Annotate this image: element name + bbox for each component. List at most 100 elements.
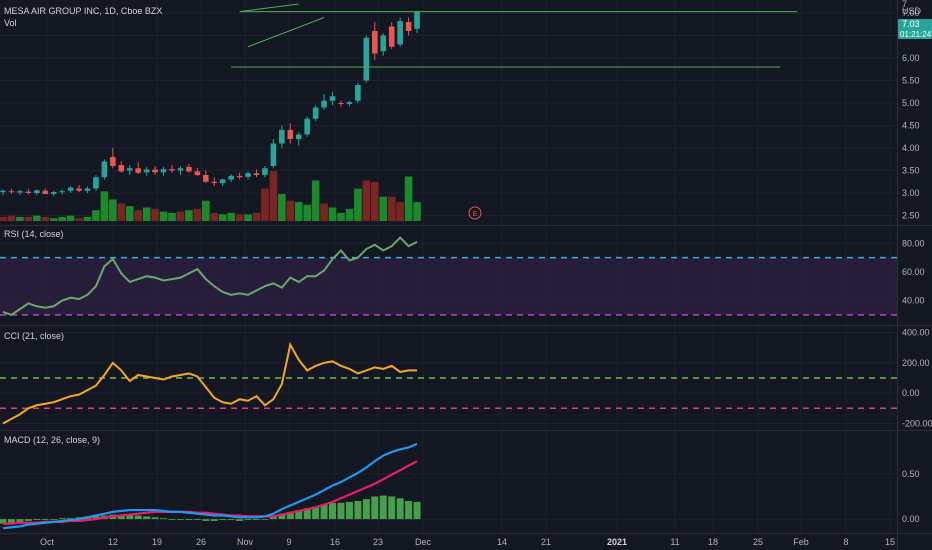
price-pane[interactable] (0, 3, 798, 222)
candle[interactable] (355, 85, 361, 101)
candle[interactable] (169, 169, 175, 171)
candle[interactable] (372, 31, 378, 54)
candle[interactable] (0, 190, 6, 193)
candle[interactable] (262, 168, 268, 175)
candle[interactable] (110, 157, 116, 166)
macd-histogram-bar[interactable] (41, 519, 49, 521)
volume-bar[interactable] (387, 196, 396, 221)
volume-bar[interactable] (286, 200, 295, 221)
macd-histogram-bar[interactable] (396, 498, 404, 520)
volume-bar[interactable] (109, 199, 117, 221)
volume-bar[interactable] (227, 212, 235, 221)
volume-bar[interactable] (75, 218, 83, 221)
macd-histogram-bar[interactable] (354, 500, 362, 520)
macd-histogram-bar[interactable] (117, 514, 125, 520)
volume-bar[interactable] (278, 194, 286, 221)
candle[interactable] (186, 166, 192, 172)
macd-histogram-bar[interactable] (202, 519, 210, 521)
macd-histogram-bar[interactable] (371, 496, 379, 520)
macd-histogram-bar[interactable] (33, 519, 41, 521)
candle[interactable] (397, 21, 403, 45)
volume-bar[interactable] (168, 212, 176, 221)
earnings-marker-icon[interactable] (468, 206, 482, 220)
candle[interactable] (126, 168, 133, 171)
macd-histogram-bar[interactable] (143, 516, 151, 520)
candle[interactable] (59, 191, 65, 193)
volume-bar[interactable] (33, 215, 41, 221)
macd-histogram-bar[interactable] (7, 519, 15, 523)
volume-bar[interactable] (83, 216, 92, 221)
candle[interactable] (329, 96, 336, 101)
candle[interactable] (287, 130, 294, 139)
trend-line[interactable] (239, 3, 299, 13)
macd-histogram-bar[interactable] (151, 517, 159, 520)
volume-bar[interactable] (7, 215, 16, 221)
macd-histogram-bar[interactable] (50, 519, 58, 520)
macd-histogram-bar[interactable] (227, 519, 235, 521)
macd-histogram-bar[interactable] (329, 502, 337, 520)
macd-histogram-bar[interactable] (278, 513, 286, 520)
volume-bar[interactable] (337, 212, 345, 221)
macd-histogram-bar[interactable] (185, 519, 193, 521)
macd-histogram-bar[interactable] (134, 515, 142, 520)
volume-bar[interactable] (345, 208, 354, 221)
candle[interactable] (253, 173, 260, 175)
candle[interactable] (203, 175, 209, 182)
candle[interactable] (194, 171, 201, 175)
macd-histogram-bar[interactable] (24, 519, 32, 521)
candle[interactable] (219, 179, 226, 184)
macd-histogram-bar[interactable] (269, 516, 277, 520)
candle[interactable] (338, 103, 344, 104)
candle[interactable] (8, 191, 15, 193)
candle[interactable] (42, 190, 49, 194)
volume-bar[interactable] (303, 204, 311, 221)
volume-bar[interactable] (413, 202, 421, 221)
volume-bar[interactable] (151, 208, 159, 221)
rsi-title[interactable]: RSI (14, close) (4, 229, 64, 239)
volume-bar[interactable] (16, 216, 24, 221)
candle[interactable] (228, 175, 234, 180)
volume-bar[interactable] (354, 188, 362, 221)
macd-histogram-bar[interactable] (219, 519, 227, 521)
macd-histogram-bar[interactable] (261, 519, 269, 520)
volume-bar[interactable] (134, 210, 142, 221)
volume-bar[interactable] (142, 207, 151, 222)
cci-line[interactable] (2, 341, 418, 425)
candle[interactable] (346, 102, 353, 104)
macd-histogram-bar[interactable] (0, 519, 7, 524)
volume-bar[interactable] (252, 212, 261, 221)
cci-pane[interactable] (0, 341, 897, 425)
rsi-line[interactable] (2, 236, 418, 316)
candle[interactable] (67, 187, 74, 191)
volume-bar[interactable] (125, 206, 134, 221)
macd-histogram-bar[interactable] (58, 518, 66, 520)
macd-histogram-bar[interactable] (16, 519, 24, 523)
macd-histogram-bar[interactable] (244, 519, 252, 521)
macd-histogram-bar[interactable] (413, 501, 421, 520)
macd-histogram-bar[interactable] (295, 510, 303, 520)
volume-bar[interactable] (328, 207, 337, 222)
volume-bar[interactable] (379, 196, 388, 221)
candle[interactable] (414, 11, 420, 29)
candle[interactable] (304, 118, 310, 135)
volume-bar[interactable] (294, 202, 303, 221)
candle[interactable] (279, 130, 285, 144)
candle[interactable] (312, 107, 319, 119)
volume-bar[interactable] (210, 212, 219, 221)
candle[interactable] (17, 191, 23, 193)
volume-bar[interactable] (261, 188, 269, 221)
volume-label[interactable]: Vol (4, 18, 17, 28)
volume-bar[interactable] (362, 180, 371, 222)
candle[interactable] (236, 175, 243, 178)
macd-histogram-bar[interactable] (67, 518, 75, 520)
macd-histogram-bar[interactable] (388, 496, 396, 520)
volume-bar[interactable] (244, 214, 252, 221)
candle[interactable] (118, 165, 125, 172)
macd-histogram-bar[interactable] (345, 501, 353, 520)
volume-bar[interactable] (41, 216, 50, 221)
volume-bar[interactable] (371, 181, 379, 221)
candle[interactable] (211, 181, 218, 184)
macd-histogram-bar[interactable] (337, 502, 345, 520)
candle[interactable] (321, 100, 327, 108)
candle[interactable] (152, 169, 158, 173)
